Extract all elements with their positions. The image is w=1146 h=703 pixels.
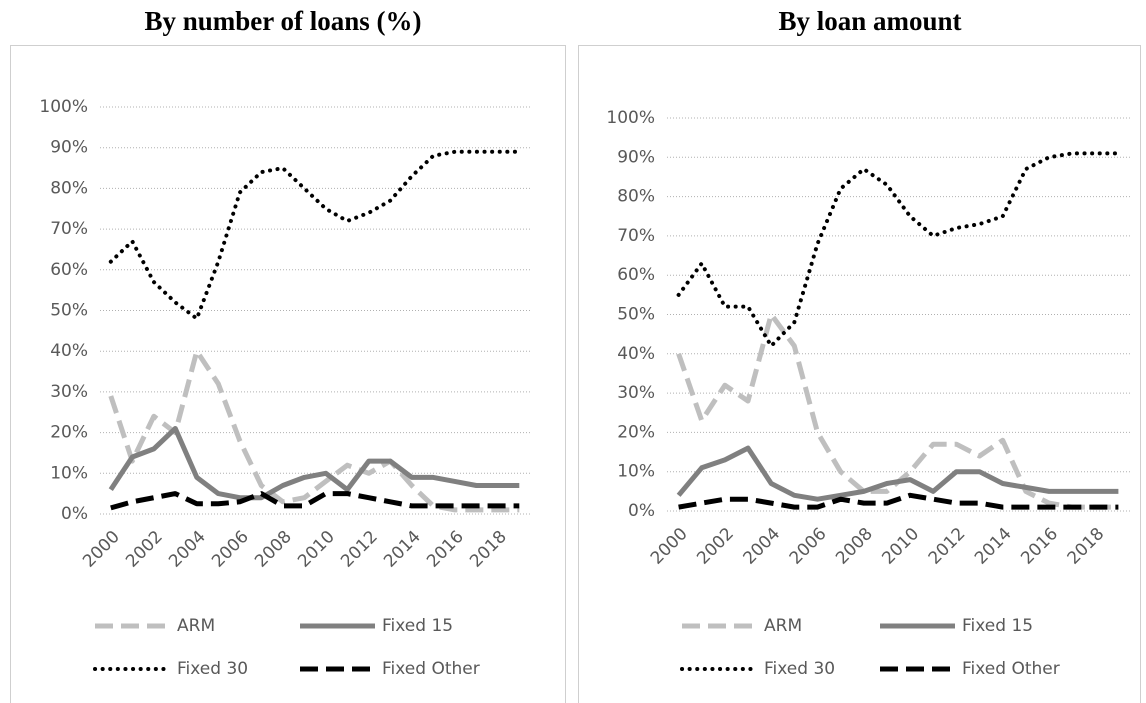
- legend-label: Fixed Other: [382, 659, 480, 679]
- series-line: [678, 492, 1119, 510]
- y-tick-label: 20%: [617, 422, 655, 442]
- y-tick-label: 60%: [617, 265, 655, 285]
- x-tick-label: 2014: [971, 524, 1016, 569]
- x-tick-label: 2010: [878, 524, 923, 569]
- y-tick-label: 10%: [617, 462, 655, 482]
- y-tick-label: 70%: [617, 226, 655, 246]
- y-tick-label: 80%: [50, 178, 88, 198]
- y-tick-label: 20%: [50, 423, 88, 443]
- panel-frame: [578, 45, 1141, 703]
- chart-title: By number of loans (%): [144, 6, 421, 36]
- panel-frame: [10, 45, 566, 703]
- y-tick-label: 0%: [61, 504, 88, 524]
- x-tick-label: 2016: [1017, 524, 1062, 569]
- y-tick-label: 60%: [50, 260, 88, 280]
- legend-label: Fixed 30: [764, 659, 835, 679]
- x-tick-label: 2018: [1064, 524, 1109, 569]
- y-tick-label: 0%: [628, 501, 655, 521]
- series-line: [108, 149, 522, 321]
- x-tick-label: 2018: [466, 527, 511, 572]
- legend-label: Fixed Other: [962, 659, 1060, 679]
- x-tick-label: 2008: [832, 524, 877, 569]
- x-tick-label: 2016: [423, 527, 468, 572]
- y-tick-label: 50%: [50, 301, 88, 321]
- x-tick-label: 2000: [79, 527, 124, 572]
- series-line: [108, 348, 520, 513]
- series-line: [676, 445, 1119, 502]
- y-tick-label: 10%: [50, 463, 88, 483]
- x-tick-label: 2012: [337, 527, 382, 572]
- legend-label: Fixed 15: [382, 616, 453, 636]
- x-tick-label: 2012: [925, 524, 970, 569]
- legend-label: ARM: [764, 616, 802, 636]
- y-tick-label: 40%: [617, 344, 655, 364]
- x-tick-label: 2014: [380, 527, 425, 572]
- y-tick-label: 90%: [617, 147, 655, 167]
- y-tick-label: 100%: [606, 108, 655, 128]
- x-tick-label: 2002: [693, 524, 738, 569]
- series-line: [110, 491, 520, 511]
- chart-title: By loan amount: [778, 6, 961, 36]
- x-tick-label: 2000: [647, 524, 692, 569]
- y-tick-label: 70%: [50, 219, 88, 239]
- y-tick-label: 50%: [617, 305, 655, 325]
- legend-label: Fixed 15: [962, 616, 1033, 636]
- x-tick-label: 2008: [251, 527, 296, 572]
- x-tick-label: 2006: [786, 524, 831, 569]
- y-tick-label: 80%: [617, 187, 655, 207]
- x-tick-label: 2006: [208, 527, 253, 572]
- y-tick-label: 100%: [39, 97, 88, 117]
- legend-label: ARM: [177, 616, 215, 636]
- y-tick-label: 90%: [50, 138, 88, 158]
- series-line: [108, 426, 520, 501]
- y-tick-label: 40%: [50, 341, 88, 361]
- x-tick-label: 2010: [294, 527, 339, 572]
- y-tick-label: 30%: [50, 382, 88, 402]
- x-tick-label: 2002: [122, 527, 167, 572]
- series-line: [676, 151, 1121, 348]
- x-tick-label: 2004: [165, 527, 210, 572]
- y-tick-label: 30%: [617, 383, 655, 403]
- legend-label: Fixed 30: [177, 659, 248, 679]
- series-line: [676, 312, 1119, 510]
- x-tick-label: 2004: [740, 524, 785, 569]
